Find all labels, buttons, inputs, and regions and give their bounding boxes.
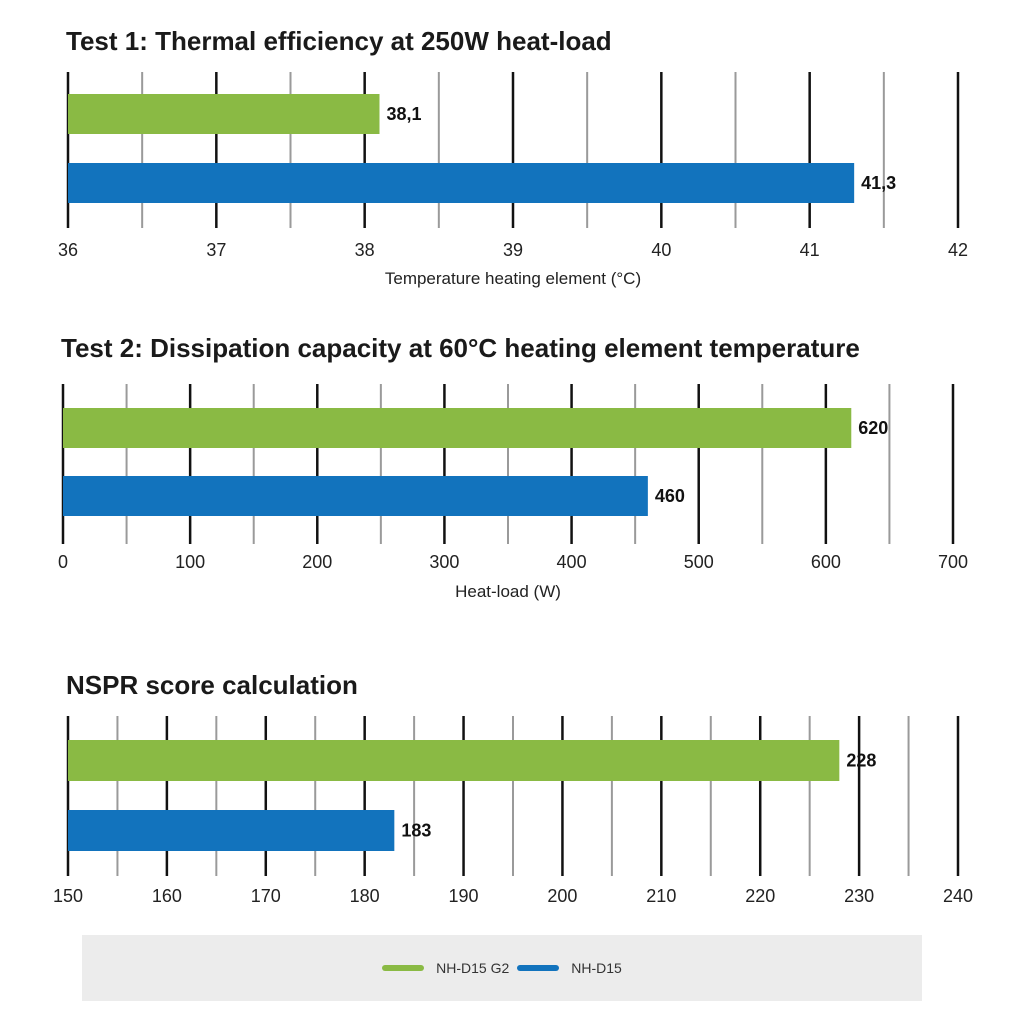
tick-label: 37 [206, 240, 226, 260]
tick-label: 300 [429, 552, 459, 572]
chart-1: Test 1: Thermal efficiency at 250W heat-… [58, 26, 968, 288]
tick-label: 180 [350, 886, 380, 906]
bar-nh-d15-g2 [68, 740, 840, 781]
tick-label: 230 [844, 886, 874, 906]
tick-label: 38 [355, 240, 375, 260]
tick-label: 100 [175, 552, 205, 572]
tick-label: 39 [503, 240, 523, 260]
tick-label: 36 [58, 240, 78, 260]
tick-label: 400 [557, 552, 587, 572]
legend: NH-D15 G2 NH-D15 [82, 935, 922, 1001]
tick-label: 41 [800, 240, 820, 260]
bar-nh-d15-g2 [68, 94, 380, 134]
value-label: 38,1 [387, 104, 422, 124]
legend-swatch-green [382, 965, 425, 971]
legend-item-nh-d15: NH-D15 [517, 960, 622, 976]
chart-title: Test 2: Dissipation capacity at 60°C hea… [61, 333, 860, 363]
bar-nh-d15 [68, 163, 855, 203]
legend-label: NH-D15 [571, 960, 622, 976]
value-label: 620 [858, 418, 888, 438]
legend-item-nh-d15-g2: NH-D15 G2 [382, 960, 509, 976]
value-label: 183 [401, 821, 431, 841]
tick-label: 0 [58, 552, 68, 572]
tick-label: 240 [943, 886, 973, 906]
legend-swatch-blue [517, 965, 560, 971]
charts-canvas: Test 1: Thermal efficiency at 250W heat-… [53, 26, 973, 906]
bar-nh-d15-g2 [63, 408, 852, 448]
tick-label: 160 [152, 886, 182, 906]
tick-label: 190 [449, 886, 479, 906]
bar-nh-d15 [63, 476, 648, 516]
legend-label: NH-D15 G2 [436, 960, 510, 976]
chart-3: NSPR score calculation 228 183 150 160 170 180… [53, 670, 973, 906]
tick-label: 200 [302, 552, 332, 572]
tick-label: 42 [948, 240, 968, 260]
bar-nh-d15 [68, 810, 395, 851]
tick-label: 150 [53, 886, 83, 906]
chart-2: Test 2: Dissipation capacity at 60°C hea… [58, 333, 968, 601]
value-label: 228 [846, 751, 876, 771]
tick-label: 600 [811, 552, 841, 572]
tick-label: 210 [646, 886, 676, 906]
chart-title: NSPR score calculation [66, 670, 358, 700]
tick-label: 700 [938, 552, 968, 572]
tick-label: 170 [251, 886, 281, 906]
tick-label: 500 [684, 552, 714, 572]
axis-label: Heat-load (W) [455, 582, 561, 601]
tick-label: 220 [745, 886, 775, 906]
value-label: 460 [655, 486, 685, 506]
axis-label: Temperature heating element (°C) [385, 269, 641, 288]
tick-label: 200 [547, 886, 577, 906]
chart-title: Test 1: Thermal efficiency at 250W heat-… [66, 26, 612, 56]
value-label: 41,3 [861, 173, 896, 193]
tick-label: 40 [651, 240, 671, 260]
